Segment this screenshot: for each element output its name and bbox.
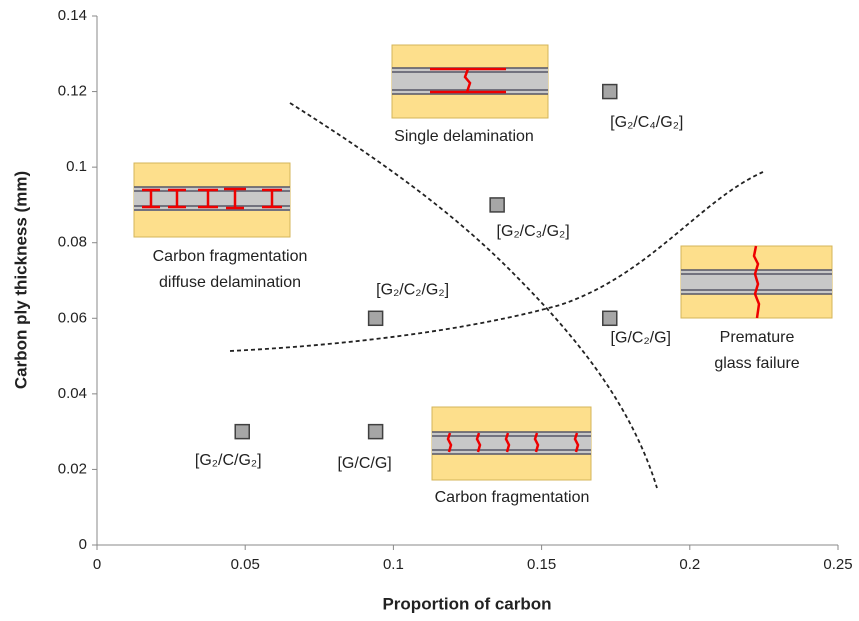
point-label: [G₂/C₃/G₂] xyxy=(497,223,570,240)
y-tick-label: 0.04 xyxy=(58,385,87,402)
point-label: [G₂/C/G₂] xyxy=(195,452,262,469)
y-tick-label: 0.06 xyxy=(58,309,87,326)
x-tick-label: 0.25 xyxy=(823,556,852,573)
y-axis-title: Carbon ply thickness (mm) xyxy=(11,171,30,389)
x-axis-title: Proportion of carbon xyxy=(382,594,551,613)
region-label: Carbon fragmentation xyxy=(435,489,590,506)
point-label: [G₂/C₂/G₂] xyxy=(376,282,449,299)
data-point xyxy=(367,310,384,327)
region-label: Carbon fragmentation xyxy=(153,248,308,265)
region-label: Premature xyxy=(720,329,795,346)
data-point xyxy=(489,197,505,213)
y-tick-label: 0.08 xyxy=(58,234,87,251)
data-point xyxy=(234,423,250,440)
region-label: Single delamination xyxy=(394,128,534,145)
laminate-icon xyxy=(431,406,592,481)
boundary-curve xyxy=(289,102,658,489)
x-tick-label: 0 xyxy=(93,556,101,573)
boundary-curve xyxy=(229,171,764,352)
y-tick-label: 0.1 xyxy=(66,158,87,175)
laminate-icon xyxy=(391,44,549,119)
y-tick-label: 0.02 xyxy=(58,460,87,477)
region-label: glass failure xyxy=(714,355,799,372)
data-point xyxy=(602,83,618,100)
laminate-icon xyxy=(133,162,291,238)
point-label: [G₂/C₄/G₂] xyxy=(610,114,683,131)
x-tick-label: 0.2 xyxy=(679,556,700,573)
x-tick-label: 0.05 xyxy=(231,556,260,573)
y-tick-label: 0.12 xyxy=(58,83,87,100)
y-tick-label: 0 xyxy=(79,536,87,553)
data-point xyxy=(602,310,618,327)
x-tick-label: 0.1 xyxy=(383,556,404,573)
data-point xyxy=(367,423,384,440)
region-label: diffuse delamination xyxy=(159,274,301,291)
y-tick-label: 0.14 xyxy=(58,7,87,24)
point-label: [G/C/G] xyxy=(337,455,391,472)
point-label: [G/C₂/G] xyxy=(611,330,671,347)
laminate-icon xyxy=(680,245,833,319)
x-tick-label: 0.15 xyxy=(527,556,556,573)
